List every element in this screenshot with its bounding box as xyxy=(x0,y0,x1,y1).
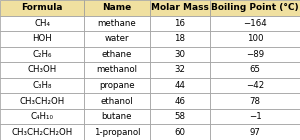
Bar xyxy=(0,109,84,124)
Text: ethanol: ethanol xyxy=(101,97,133,106)
Bar xyxy=(210,78,300,93)
Bar xyxy=(210,0,300,16)
Text: methanol: methanol xyxy=(97,66,137,74)
Text: Boiling Point (°C): Boiling Point (°C) xyxy=(211,3,299,12)
Text: −89: −89 xyxy=(246,50,264,59)
Bar xyxy=(210,93,300,109)
Text: −1: −1 xyxy=(249,112,261,121)
Bar xyxy=(210,47,300,62)
Bar xyxy=(150,47,210,62)
Bar xyxy=(84,31,150,47)
Text: 1-propanol: 1-propanol xyxy=(94,128,140,137)
Bar xyxy=(150,109,210,124)
Bar xyxy=(210,124,300,140)
Text: CH₃CH₂CH₂OH: CH₃CH₂CH₂OH xyxy=(11,128,73,137)
Text: −164: −164 xyxy=(243,19,267,28)
Bar xyxy=(150,0,210,16)
Text: ethane: ethane xyxy=(102,50,132,59)
Text: HOH: HOH xyxy=(32,34,52,43)
Bar xyxy=(210,62,300,78)
Bar xyxy=(0,78,84,93)
Text: C₄H₁₀: C₄H₁₀ xyxy=(31,112,53,121)
Bar xyxy=(0,47,84,62)
Text: 44: 44 xyxy=(175,81,185,90)
Text: 97: 97 xyxy=(250,128,260,137)
Bar xyxy=(84,0,150,16)
Text: butane: butane xyxy=(102,112,132,121)
Bar xyxy=(150,124,210,140)
Bar xyxy=(150,78,210,93)
Text: 16: 16 xyxy=(175,19,185,28)
Text: CH₃CH₂OH: CH₃CH₂OH xyxy=(20,97,64,106)
Text: 58: 58 xyxy=(175,112,185,121)
Text: CH₃OH: CH₃OH xyxy=(27,66,57,74)
Bar xyxy=(0,0,84,16)
Bar xyxy=(84,47,150,62)
Bar xyxy=(210,31,300,47)
Text: 78: 78 xyxy=(250,97,260,106)
Text: 65: 65 xyxy=(250,66,260,74)
Bar xyxy=(84,16,150,31)
Bar xyxy=(84,78,150,93)
Bar xyxy=(150,31,210,47)
Bar xyxy=(150,16,210,31)
Bar xyxy=(0,31,84,47)
Text: methane: methane xyxy=(98,19,136,28)
Bar xyxy=(150,62,210,78)
Text: C₃H₈: C₃H₈ xyxy=(32,81,52,90)
Bar xyxy=(0,93,84,109)
Text: CH₄: CH₄ xyxy=(34,19,50,28)
Bar xyxy=(84,109,150,124)
Text: water: water xyxy=(105,34,129,43)
Text: 32: 32 xyxy=(175,66,185,74)
Text: propane: propane xyxy=(99,81,135,90)
Text: Molar Mass: Molar Mass xyxy=(151,3,209,12)
Text: 30: 30 xyxy=(175,50,185,59)
Text: Name: Name xyxy=(102,3,132,12)
Bar xyxy=(84,93,150,109)
Text: 60: 60 xyxy=(175,128,185,137)
Text: 100: 100 xyxy=(247,34,263,43)
Text: C₂H₆: C₂H₆ xyxy=(32,50,52,59)
Text: Formula: Formula xyxy=(21,3,63,12)
Bar xyxy=(0,62,84,78)
Bar xyxy=(210,16,300,31)
Text: −42: −42 xyxy=(246,81,264,90)
Text: 18: 18 xyxy=(175,34,185,43)
Bar xyxy=(84,62,150,78)
Bar xyxy=(0,124,84,140)
Bar xyxy=(84,124,150,140)
Bar xyxy=(0,16,84,31)
Text: 46: 46 xyxy=(175,97,185,106)
Bar xyxy=(210,109,300,124)
Bar xyxy=(150,93,210,109)
